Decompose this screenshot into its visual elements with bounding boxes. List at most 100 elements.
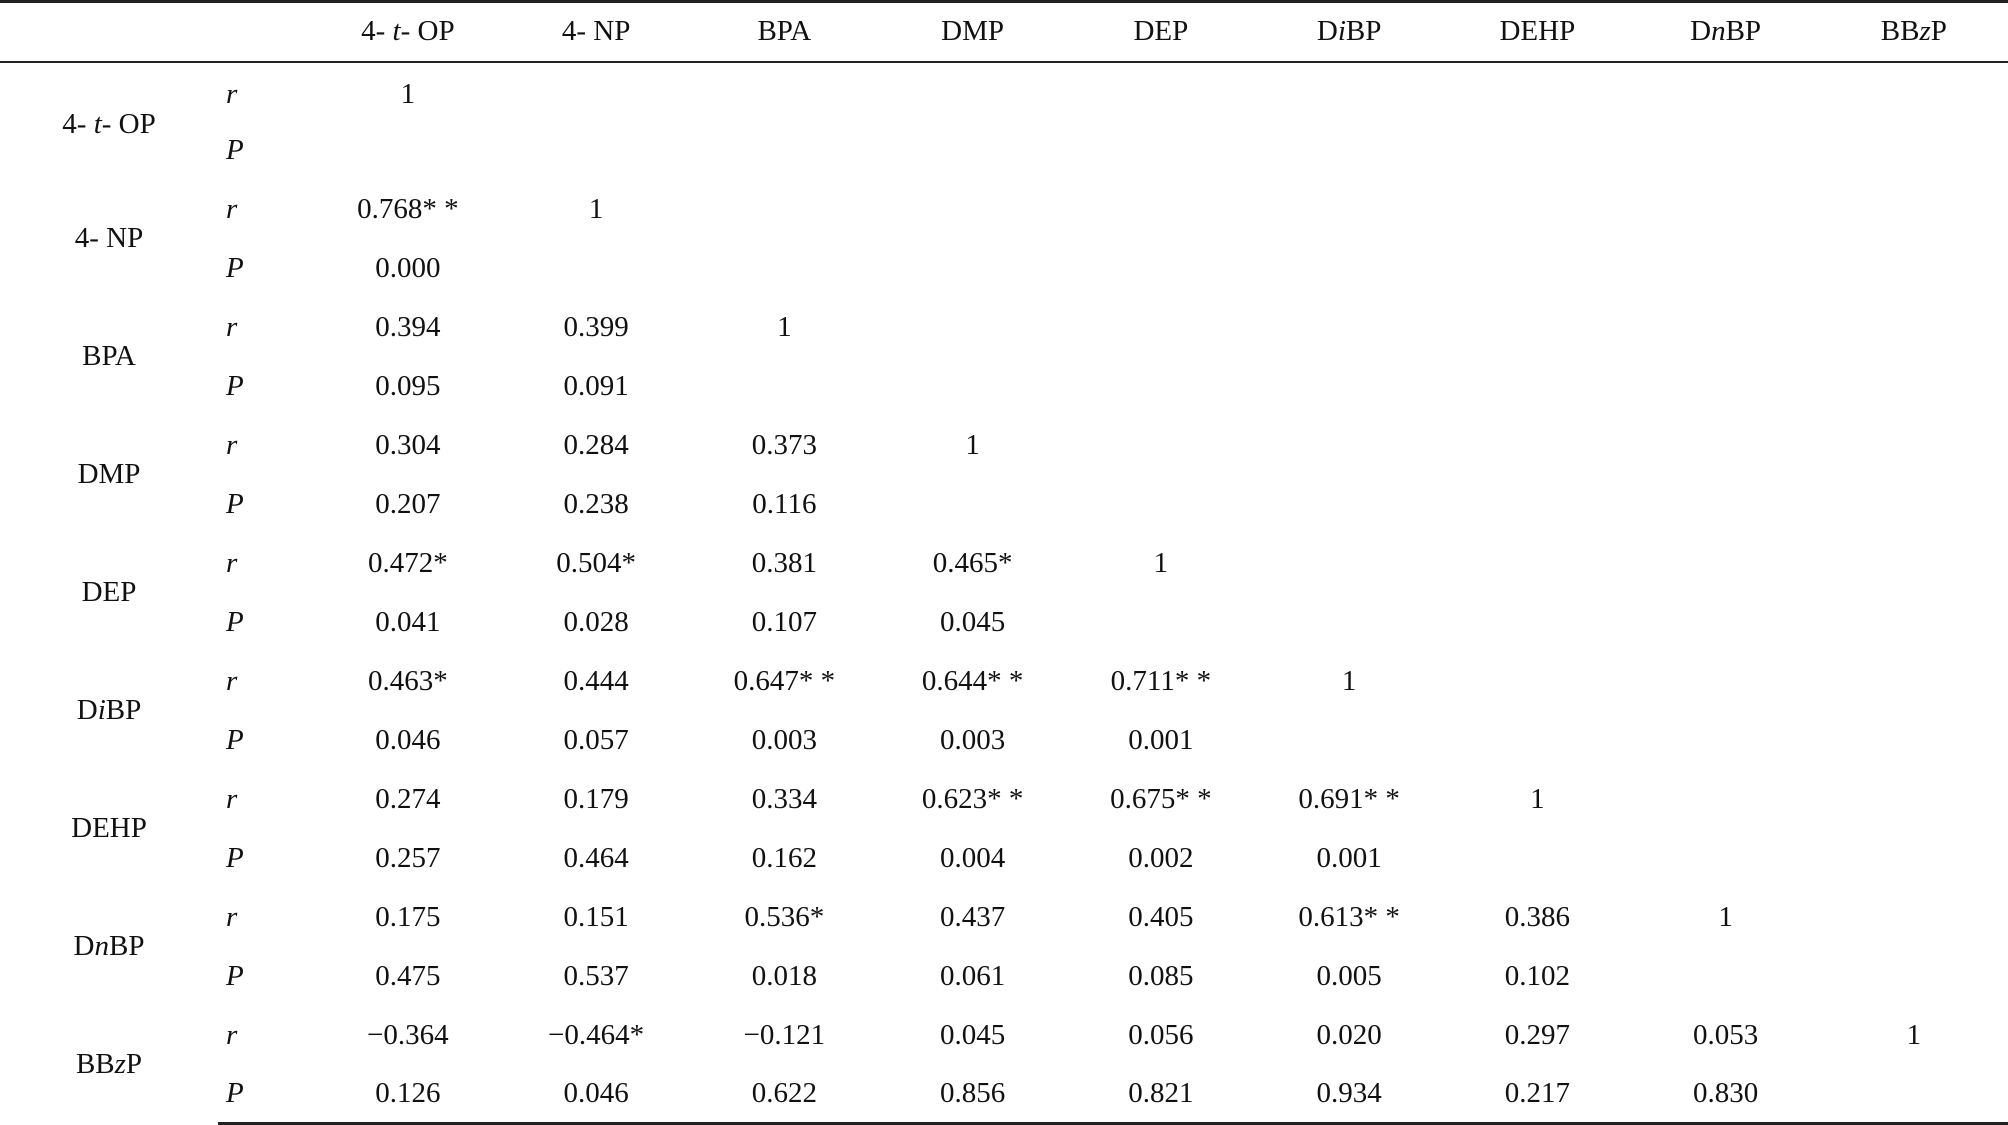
row-label: 4- NP xyxy=(0,180,218,298)
p-value-cell xyxy=(1255,121,1443,180)
p-value-cell xyxy=(1067,121,1255,180)
r-value-cell: 0.536* xyxy=(744,900,825,933)
header-empty-stat xyxy=(218,0,314,63)
p-value-cell: 0.041 xyxy=(375,605,441,638)
p-value-cell: 0.085 xyxy=(1128,959,1194,992)
table-row-p: P 0.207 0.238 0.116 xyxy=(0,475,2008,534)
r-value-cell xyxy=(1443,652,1631,711)
p-value-cell: 0.004 xyxy=(939,841,1006,874)
r-value-cell: 0.472* xyxy=(367,546,448,579)
label-prefix: 4- NP xyxy=(561,15,631,48)
label-suffix: P xyxy=(125,1048,143,1080)
r-value-cell xyxy=(1631,180,1819,239)
r-value-cell xyxy=(1820,416,2008,475)
r-value-cell: 1 xyxy=(1153,546,1169,579)
r-value-cell: 0.381 xyxy=(751,546,817,579)
label-prefix: BPA xyxy=(757,15,812,48)
stat-label-r: r xyxy=(226,1018,238,1051)
table-row-r: DiBP r 0.463* 0.444 0.647* * 0.644* * 0.711* *… xyxy=(0,652,2008,727)
p-value-cell: 0.028 xyxy=(563,605,629,638)
label-italic-part: t xyxy=(392,15,401,48)
label-prefix: 4- xyxy=(361,15,393,48)
r-value-cell xyxy=(1820,62,2008,121)
label-prefix: 4- NP xyxy=(74,222,144,254)
label-prefix: BB xyxy=(1880,15,1920,48)
r-value-cell: 0.444 xyxy=(563,664,629,697)
p-value-cell xyxy=(1255,711,1443,770)
table-row-r: DEHP r 0.274 0.179 0.334 0.623* * 0.675* * 0.69… xyxy=(0,770,2008,845)
label-prefix: DEHP xyxy=(1499,15,1576,48)
r-value-cell: 0.399 xyxy=(563,310,629,343)
table-row-p: P 0.257 0.464 0.162 0.004 0.002 0.001 xyxy=(0,829,2008,888)
label-suffix: BP xyxy=(105,694,142,726)
p-value-cell: 0.830 xyxy=(1631,1064,1820,1125)
label-suffix: - OP xyxy=(101,107,156,140)
r-value-cell xyxy=(502,62,690,121)
r-value-cell: 1 xyxy=(1341,664,1357,697)
p-value-cell xyxy=(1820,357,2008,416)
stat-label-p: P xyxy=(226,959,244,992)
r-value-cell xyxy=(1443,298,1631,357)
p-value-cell: 0.257 xyxy=(375,841,441,874)
label-prefix: BB xyxy=(75,1048,115,1080)
table-row-r: DMP r 0.304 0.284 0.373 1 xyxy=(0,416,2008,491)
r-value-cell xyxy=(1820,652,2008,711)
r-value-cell xyxy=(690,62,878,121)
p-value-cell: 0.003 xyxy=(939,723,1006,756)
r-value-cell: 0.675* * xyxy=(1110,782,1212,815)
r-value-cell: 0.613* * xyxy=(1298,900,1400,933)
p-value-cell: 0.238 xyxy=(563,487,629,520)
p-value-cell xyxy=(1443,593,1631,652)
stat-label-p: P xyxy=(226,723,244,756)
label-suffix: P xyxy=(1930,15,1947,48)
label-prefix: DMP xyxy=(941,15,1005,48)
row-label: DEP xyxy=(0,534,218,652)
r-value-cell xyxy=(1255,180,1443,239)
r-value-cell xyxy=(1443,416,1631,475)
table-row-r: 4- t- OP r 1 xyxy=(0,62,2008,140)
r-value-cell: 0.644* * xyxy=(921,664,1024,697)
table-row-r: DEP r 0.472* 0.504* 0.381 0.465* 1 xyxy=(0,534,2008,609)
r-value-cell: 0.297 xyxy=(1504,1018,1570,1051)
p-value-cell xyxy=(1631,711,1819,770)
table-row-p: P 0.046 0.057 0.003 0.003 0.001 xyxy=(0,711,2008,770)
stat-label-r: r xyxy=(226,428,238,461)
table-row-p: P 0.095 0.091 xyxy=(0,357,2008,416)
r-value-cell: 1 xyxy=(588,192,604,225)
table-row-p: P 0.000 xyxy=(0,239,2008,298)
r-value-cell: 1 xyxy=(1906,1018,1922,1051)
column-header: DEHP xyxy=(1443,0,1632,63)
p-value-cell: 0.102 xyxy=(1504,959,1570,992)
stat-label-p: P xyxy=(218,1064,314,1125)
r-value-cell: 0.405 xyxy=(1128,900,1194,933)
stat-label-r: r xyxy=(226,664,238,697)
r-value-cell xyxy=(1067,298,1255,357)
p-value-cell: 0.162 xyxy=(751,841,817,874)
r-value-cell: 0.394 xyxy=(375,310,441,343)
p-value-cell xyxy=(1067,475,1255,534)
p-value-cell: 0.107 xyxy=(751,605,817,638)
label-italic-part: i xyxy=(1337,15,1346,48)
p-value-cell: 0.003 xyxy=(751,723,817,756)
p-value-cell xyxy=(878,239,1066,298)
p-value-cell xyxy=(1820,593,2008,652)
p-value-cell: 0.207 xyxy=(375,487,441,520)
table-row-p: P xyxy=(0,121,2008,180)
r-value-cell: 0.053 xyxy=(1692,1018,1759,1051)
label-suffix: - OP xyxy=(400,15,455,48)
p-value-cell: 0.091 xyxy=(563,369,629,402)
column-header: DEP xyxy=(1066,0,1255,63)
r-value-cell xyxy=(1067,416,1255,475)
label-prefix: DEP xyxy=(81,576,137,608)
r-value-cell xyxy=(1255,534,1443,593)
table-row-r: BPA r 0.394 0.399 1 xyxy=(0,298,2008,373)
r-value-cell: 0.020 xyxy=(1316,1018,1382,1051)
r-value-cell xyxy=(1443,180,1631,239)
p-value-cell xyxy=(502,239,690,298)
label-italic-part: n xyxy=(1711,15,1726,48)
row-label: DMP xyxy=(0,416,218,534)
label-italic-part: z xyxy=(114,1048,126,1080)
column-header: BBzP xyxy=(1819,0,2008,63)
r-value-cell: 0.334 xyxy=(751,782,817,815)
